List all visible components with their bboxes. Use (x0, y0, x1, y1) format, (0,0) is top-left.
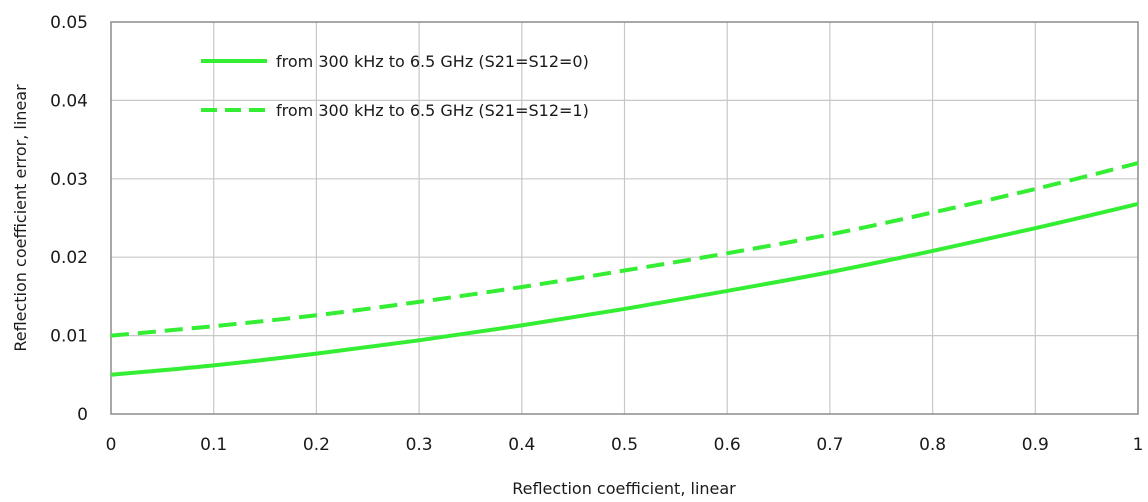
series-lines (110, 161, 1139, 377)
legend-label-2: from 300 kHz to 6.5 GHz (S21=S12=1) (276, 101, 589, 120)
y-axis-title: Reflection coefficient error, linear (11, 84, 30, 352)
y-tick-label: 0.03 (50, 170, 88, 190)
grid-lines (111, 22, 1138, 414)
x-tick-label: 0.3 (406, 435, 433, 455)
x-axis-title: Reflection coefficient, linear (512, 479, 736, 498)
series-line-1 (110, 201, 1139, 377)
series-line-2 (110, 161, 1139, 338)
x-tick-label: 0.9 (1022, 435, 1049, 455)
x-tick-label: 0.2 (303, 435, 330, 455)
y-tick-label: 0.05 (50, 13, 88, 33)
x-tick-label: 0.7 (816, 435, 843, 455)
x-tick-label: 0.6 (714, 435, 741, 455)
x-tick-label: 1 (1133, 435, 1144, 455)
y-tick-label: 0.04 (50, 91, 88, 111)
x-tick-label: 0.5 (611, 435, 638, 455)
x-tick-label: 0 (106, 435, 117, 455)
legend-label-1: from 300 kHz to 6.5 GHz (S21=S12=0) (276, 52, 589, 71)
y-tick-labels: 0 0.01 0.02 0.03 0.04 0.05 (50, 13, 88, 425)
x-tick-label: 0.8 (919, 435, 946, 455)
legend: from 300 kHz to 6.5 GHz (S21=S12=0) from … (201, 52, 589, 120)
x-tick-label: 0.4 (508, 435, 535, 455)
y-tick-label: 0 (77, 405, 88, 425)
x-tick-label: 0.1 (200, 435, 227, 455)
x-tick-labels: 0 0.1 0.2 0.3 0.4 0.5 0.6 0.7 0.8 0.9 1 (106, 435, 1144, 455)
plot-border (110, 21, 1139, 415)
y-tick-label: 0.02 (50, 248, 88, 268)
y-tick-label: 0.01 (50, 327, 88, 347)
